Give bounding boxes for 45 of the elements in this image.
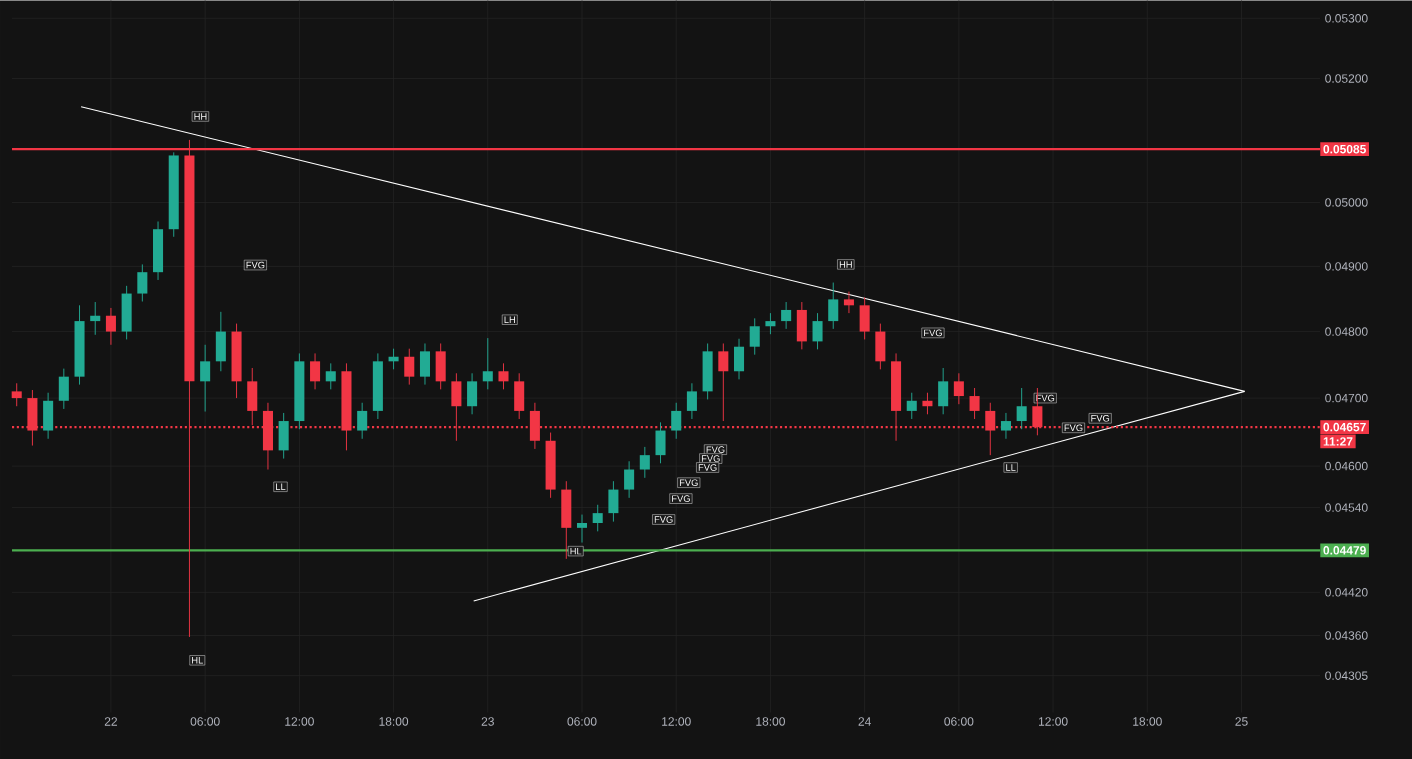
annotation: FVG — [1064, 424, 1083, 431]
ref-line-label: 0.04657 — [1323, 422, 1366, 432]
annotation: HL — [570, 547, 582, 555]
y-tick-label: 0.04900 — [1325, 261, 1368, 271]
x-tick-label: 18:00 — [1133, 717, 1162, 726]
x-tick-label: 23 — [481, 717, 494, 726]
y-tick-label: 0.04540 — [1325, 503, 1368, 512]
ref-line-label: 0.04479 — [1323, 545, 1366, 555]
annotation: FVG — [1091, 414, 1110, 422]
annotation: FVG — [672, 495, 690, 502]
annotation: HH — [194, 113, 207, 120]
y-tick-label: 0.04305 — [1325, 671, 1368, 680]
y-tick-label: 0.05300 — [1325, 13, 1368, 23]
annotation: FVG — [706, 446, 725, 453]
x-tick-label: 24 — [858, 717, 871, 726]
x-tick-label: 18:00 — [379, 717, 409, 726]
annotation: FVG — [924, 329, 942, 336]
annotation: HL — [192, 656, 203, 664]
x-tick-label: 12:00 — [1038, 717, 1068, 726]
x-tick-label: 18:00 — [756, 717, 785, 726]
annotation: FVG — [701, 455, 720, 462]
x-tick-label: 12:00 — [285, 717, 314, 726]
text: 11:27 — [1323, 437, 1353, 446]
annotation: FVG — [654, 516, 673, 523]
annotation: HH — [839, 261, 852, 268]
ref-line-label: 0.05085 — [1323, 144, 1366, 154]
y-tick-label: 0.04600 — [1325, 461, 1368, 471]
y-tick-label: 0.05200 — [1325, 74, 1368, 83]
annotation: FVG — [679, 479, 698, 486]
y-tick-label: 0.04420 — [1325, 587, 1368, 597]
annotation: FVG — [698, 464, 717, 471]
annotation: FVG — [246, 261, 265, 269]
y-tick-label: 0.04360 — [1325, 631, 1368, 640]
y-tick-label: 0.04800 — [1325, 327, 1368, 336]
y-tick-label: 0.04700 — [1325, 393, 1368, 403]
annotation: LH — [504, 316, 515, 323]
x-tick-label: 12:00 — [662, 717, 691, 726]
annotation: LL — [1006, 464, 1016, 471]
y-tick-label: 0.05000 — [1325, 198, 1368, 207]
x-tick-label: 22 — [104, 717, 117, 726]
x-tick-label: 06:00 — [567, 717, 597, 726]
annotation: LL — [276, 483, 286, 490]
x-tick-label: 25 — [1235, 717, 1248, 726]
x-tick-label: 06:00 — [190, 717, 220, 726]
x-tick-label: 06:00 — [944, 717, 974, 726]
